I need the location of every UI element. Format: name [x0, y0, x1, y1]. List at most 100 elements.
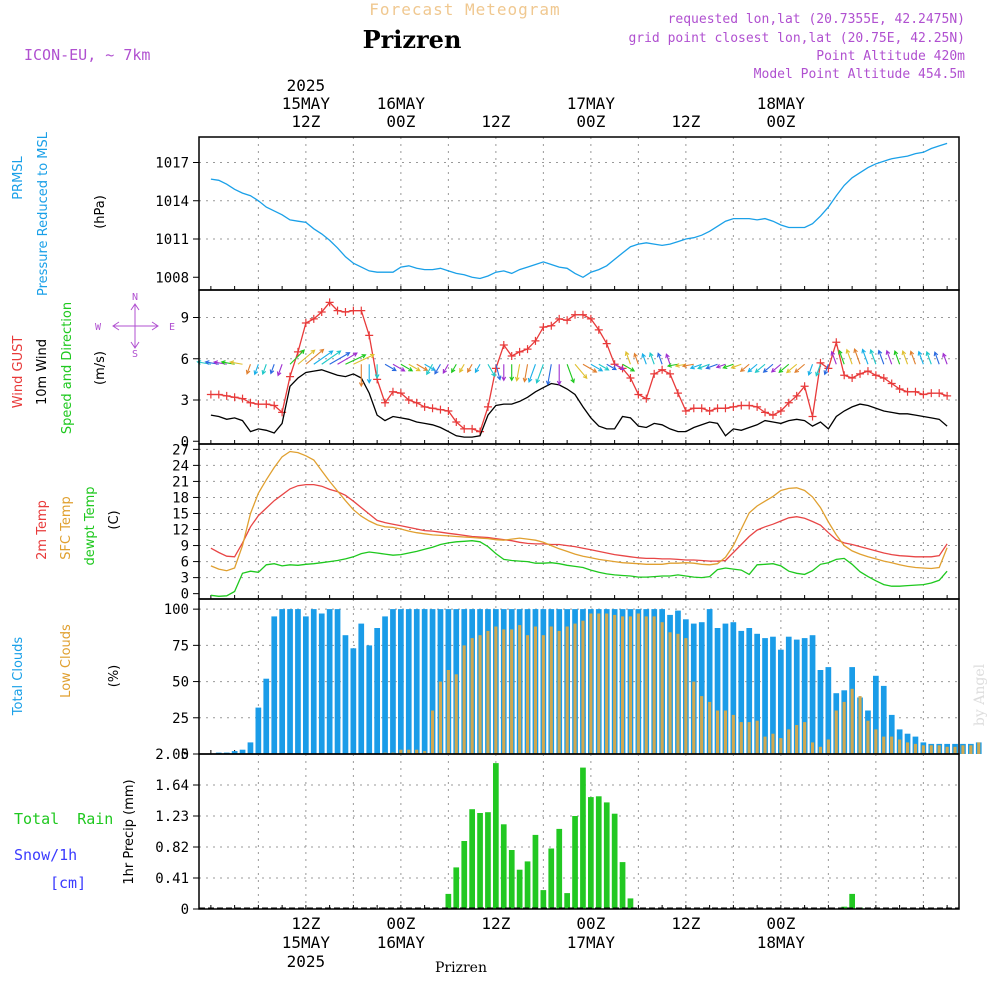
clouds-bar — [326, 609, 333, 754]
precip-bar — [572, 816, 578, 909]
gust-marker — [713, 404, 722, 413]
clouds-bar — [801, 638, 808, 754]
clouds-bar — [858, 696, 862, 754]
gust-marker — [571, 310, 580, 319]
precip-bar — [595, 796, 602, 909]
clouds-bar — [880, 685, 887, 754]
gust-marker — [768, 411, 777, 420]
gust-marker — [222, 391, 231, 400]
wind-direction-arrow — [366, 364, 372, 384]
precip-panel-labels: Total Rain Snow/1h [cm] 1hr Precip (mm) — [14, 779, 137, 892]
wind-direction-arrow — [245, 364, 251, 375]
pressure-panel: 1008 1011 1014 1017 — [155, 136, 960, 291]
clouds-bar — [597, 613, 601, 754]
wind-direction-arrow — [739, 363, 750, 373]
model-altitude: Model Point Altitude 454.5m — [754, 67, 965, 82]
gust-marker — [333, 306, 342, 315]
precip-bar — [461, 841, 468, 909]
gust-marker — [602, 339, 611, 348]
bottom-time-label: 12Z — [291, 914, 320, 933]
temperature-series-line — [210, 483, 948, 562]
precip-bar — [532, 834, 539, 909]
top-time-label: 00Z — [386, 112, 415, 131]
precip-bar — [556, 828, 563, 909]
gust-marker — [863, 367, 872, 376]
clouds-bar — [668, 632, 672, 754]
clouds-bar — [303, 616, 309, 754]
wind-direction-arrow — [495, 364, 502, 381]
clouds-bar — [621, 616, 625, 754]
model-label: ICON-EU, ~ 7km — [24, 46, 150, 64]
clouds-bar — [716, 710, 720, 754]
gust-marker — [594, 325, 603, 334]
gust-marker — [555, 314, 564, 323]
wind-direction-arrow — [337, 352, 358, 365]
gust-marker — [381, 398, 390, 407]
wind-gust-label: Wind GUST — [11, 336, 26, 409]
wind-direction-arrow — [697, 363, 710, 370]
temp-dewpt-label: dewpt Temp — [83, 486, 98, 565]
wind-direction-arrow — [426, 363, 434, 376]
precip-bar — [500, 824, 507, 909]
total-rain-label: Total Rain — [14, 810, 113, 828]
wind-direction-arrow — [861, 348, 869, 365]
clouds-bar — [541, 635, 545, 754]
wind-direction-arrow — [665, 353, 671, 365]
wind-frame — [198, 289, 960, 445]
precip-unit-label: 1hr Precip (mm) — [122, 779, 137, 884]
wind-direction-arrow — [514, 364, 521, 382]
wind-direction-arrow — [451, 363, 457, 374]
temperature-frame — [198, 443, 960, 600]
gust-marker — [412, 398, 421, 407]
wind-direction-arrow — [556, 364, 562, 386]
temperature-ytick-label: 15 — [172, 506, 189, 522]
precip-bar — [524, 861, 531, 909]
gust-marker — [531, 336, 540, 345]
wind-direction-arrow — [313, 350, 334, 365]
clouds-bar — [421, 609, 428, 754]
clouds-bar — [533, 626, 537, 754]
temp-sfc-label: SFC Temp — [59, 496, 74, 560]
clouds-bar — [470, 638, 474, 754]
clouds-bar — [342, 635, 349, 754]
wind-speed-direction-label: Speed and Direction — [60, 302, 75, 434]
compass-south: S — [132, 349, 138, 360]
gust-marker — [499, 341, 508, 349]
gust-marker — [832, 338, 841, 347]
pressure-msl-label: Pressure Reduced to MSL — [36, 131, 51, 296]
precip-bar — [588, 797, 594, 909]
top-time-label: 15MAY — [282, 94, 331, 113]
clouds-bar — [731, 714, 735, 754]
wind-direction-arrow — [321, 350, 342, 365]
clouds-bar — [929, 745, 933, 754]
wind-direction-arrow — [535, 364, 544, 384]
clouds-bar — [977, 742, 981, 754]
gust-marker — [871, 371, 880, 380]
location-title: Prizren — [363, 25, 462, 54]
wind-direction-arrow — [624, 350, 631, 365]
gust-marker — [452, 418, 461, 426]
gust-marker — [317, 308, 326, 316]
bottom-time-label: 00Z — [766, 914, 795, 933]
gust-marker — [404, 396, 413, 404]
wind-direction-arrow — [893, 350, 901, 365]
compass-arrowheads — [112, 303, 159, 349]
clouds-bar — [866, 720, 870, 754]
clouds-bar — [613, 614, 617, 754]
clouds-bar — [730, 622, 737, 754]
clouds-bar — [628, 616, 632, 754]
clouds-unit-label: (%) — [107, 665, 122, 688]
wind-direction-arrow — [590, 363, 604, 372]
clouds-bar — [390, 609, 396, 754]
wind-direction-arrow — [622, 363, 636, 372]
gust-marker — [856, 369, 865, 378]
requested-coords: requested lon,lat (20.7355E, 42.2475N) — [668, 12, 965, 27]
clouds-bar — [795, 725, 799, 754]
clouds-bar — [462, 645, 466, 754]
wind-direction-arrow — [442, 363, 449, 374]
clouds-bar — [494, 626, 498, 754]
clouds-bar — [755, 720, 759, 754]
precip-bar — [849, 893, 855, 909]
temperature-ytick-label: 21 — [172, 474, 189, 490]
gust-marker — [792, 391, 801, 400]
